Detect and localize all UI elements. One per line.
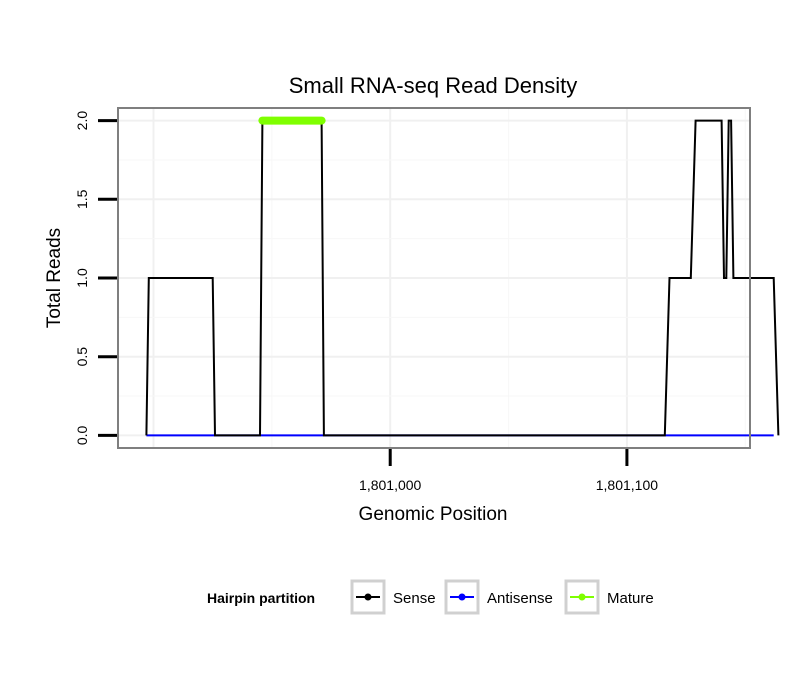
legend-label-mature: Mature [607, 590, 654, 607]
plot-panel-border [117, 107, 751, 449]
legend-title: Hairpin partition [207, 590, 315, 606]
x-tick-label: 1,801,000 [359, 477, 421, 493]
series-line-sense [145, 119, 780, 437]
x-axis-title: Genomic Position [359, 504, 508, 525]
legend: Hairpin partition Sense Antisense Mature [207, 579, 654, 615]
y-axis-title: Total Reads [44, 228, 65, 328]
chart-title: Small RNA-seq Read Density [289, 73, 578, 98]
legend-key-dot [578, 593, 586, 601]
series-layer [145, 116, 780, 437]
legend-label-sense: Sense [393, 590, 436, 607]
x-tick-label: 1,801,100 [596, 477, 658, 493]
legend-label-antisense: Antisense [487, 590, 553, 607]
legend-key-dot [458, 593, 466, 601]
x-axis: 1,801,000 1,801,100 [359, 449, 658, 493]
y-tick-label: 1.0 [74, 268, 90, 288]
y-tick-label: 0.5 [74, 347, 90, 367]
y-tick-label: 1.5 [74, 189, 90, 209]
y-tick-label: 0.0 [74, 425, 90, 445]
legend-key-dot [364, 593, 372, 601]
y-tick-label: 2.0 [74, 111, 90, 131]
y-axis: 0.0 0.5 1.0 1.5 2.0 [74, 111, 117, 445]
